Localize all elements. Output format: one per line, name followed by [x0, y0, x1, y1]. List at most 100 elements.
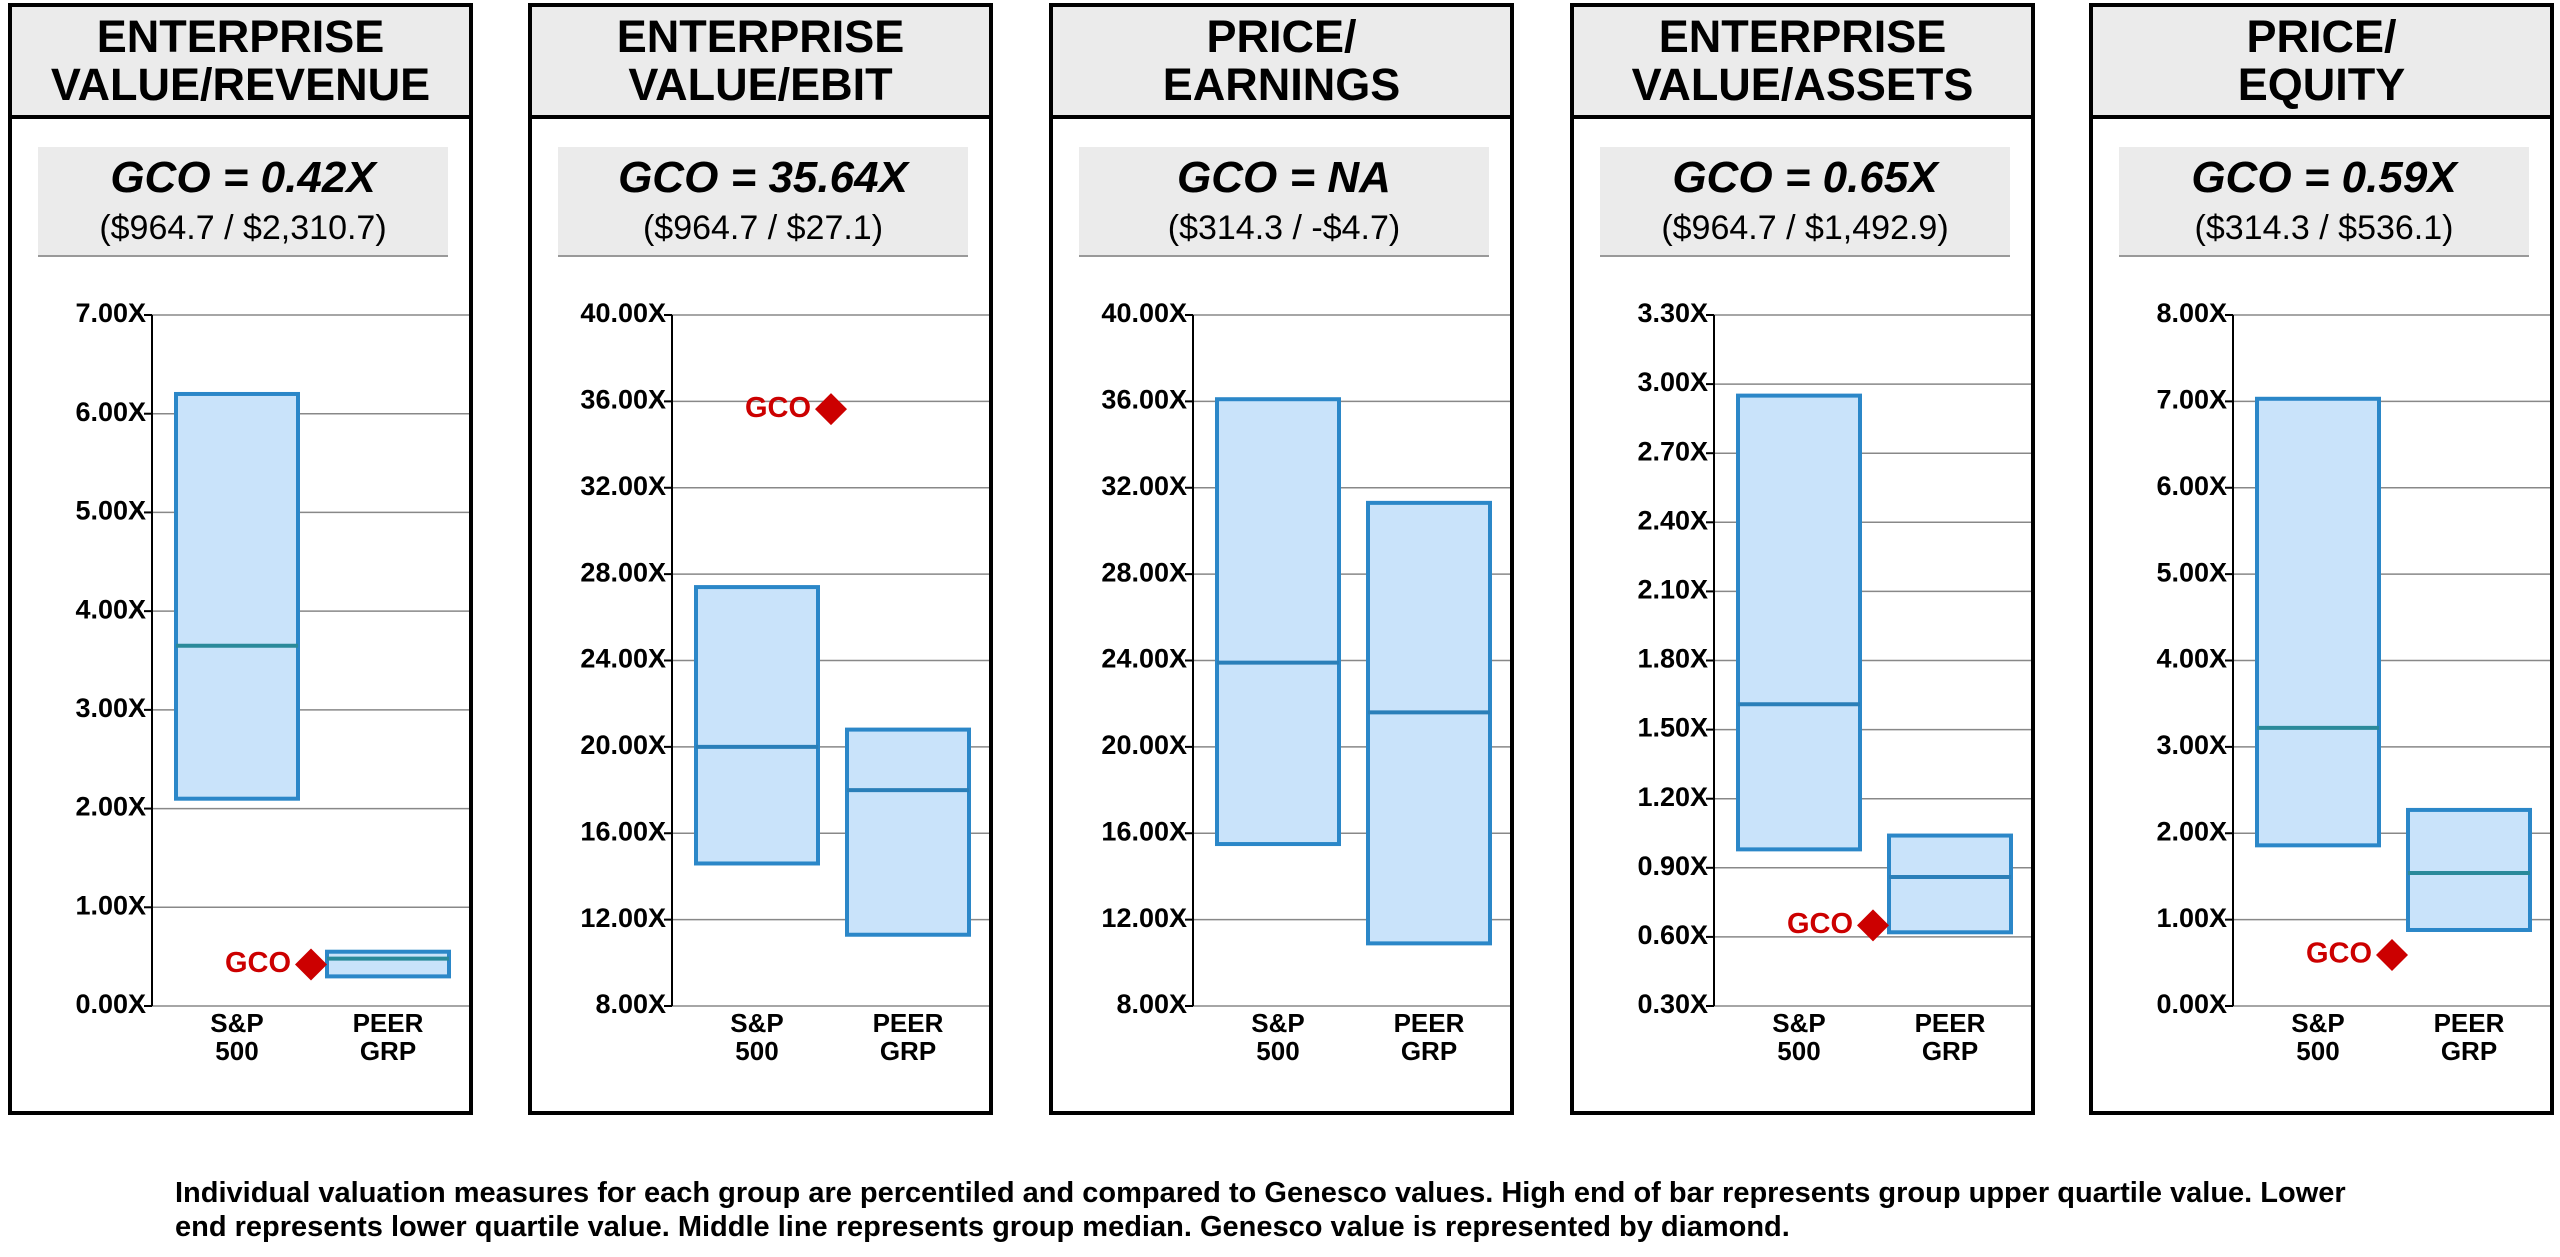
title-line: VALUE/ASSETS — [1631, 59, 1974, 110]
box — [2406, 807, 2532, 932]
box — [174, 391, 300, 801]
y-tick-label: 12.00X — [1101, 903, 1187, 933]
chart: 8.00X 12.00X 16.00X 20.00X 24.00X 28.00X 32.00… — [580, 298, 989, 1019]
y-tick-label: 0.60X — [1637, 920, 1708, 950]
box — [325, 949, 451, 979]
x-tick-label: S&P 500 — [2291, 1008, 2345, 1066]
y-tick-label: 7.00X — [2156, 385, 2227, 415]
chart-title: ENTERPRISE VALUE/EBIT — [532, 7, 989, 119]
y-tick-label: 2.00X — [75, 792, 146, 822]
gco-label: GCO — [2306, 938, 2372, 970]
y-tick-label: 0.00X — [2156, 989, 2227, 1019]
headline: GCO = 35.64X — [618, 153, 908, 202]
y-tick-label: 32.00X — [1101, 471, 1187, 501]
y-tick-label: 1.50X — [1637, 713, 1708, 743]
box — [1736, 393, 1862, 852]
y-tick-label: 1.00X — [2156, 903, 2227, 933]
y-tick-label: 12.00X — [580, 903, 666, 933]
x-tick-label: S&P 500 — [210, 1008, 264, 1066]
x-tick-label: PEER GRP — [2433, 1008, 2505, 1066]
chart: 0.30X 0.60X 0.90X 1.20X 1.50X 1.80X 2.10X 2.40X… — [1637, 298, 2031, 1019]
title-line: EARNINGS — [1162, 59, 1401, 110]
headline: GCO = 0.42X — [110, 153, 376, 202]
title-line: EQUITY — [2237, 59, 2406, 110]
x-tick-label: S&P 500 — [1251, 1008, 1305, 1066]
gco-label: GCO — [745, 392, 811, 424]
y-tick-label: 4.00X — [2156, 644, 2227, 674]
gco-diamond — [815, 393, 847, 426]
y-tick-label: 20.00X — [580, 730, 666, 760]
chart-title: ENTERPRISE VALUE/ASSETS — [1574, 7, 2031, 119]
chart-panel: 0.00X 1.00X 2.00X 3.00X 4.00X 5.00X 6.00X 7.00X… — [8, 3, 473, 1115]
gco-diamond — [1857, 909, 1889, 942]
gco-diamond — [2376, 939, 2408, 972]
box — [845, 727, 971, 937]
title-line: PRICE/ — [2246, 11, 2397, 62]
title-line: ENTERPRISE — [96, 11, 385, 62]
y-tick-label: 8.00X — [1116, 989, 1187, 1019]
y-tick-label: 3.00X — [1637, 367, 1708, 397]
ratio: ($314.3 / $536.1) — [2194, 209, 2454, 247]
y-tick-label: 24.00X — [580, 644, 666, 674]
y-tick-label: 1.00X — [75, 890, 146, 920]
ratio: ($964.7 / $2,310.7) — [99, 209, 387, 247]
gco-label: GCO — [1787, 908, 1853, 940]
title-line: VALUE/EBIT — [628, 59, 893, 110]
y-tick-label: 2.40X — [1637, 505, 1708, 535]
x-tick-label: PEER GRP — [1914, 1008, 1986, 1066]
y-tick-label: 16.00X — [1101, 816, 1187, 846]
headline: GCO = 0.59X — [2191, 153, 2457, 202]
gco-diamond — [295, 948, 327, 981]
y-tick-label: 0.00X — [75, 989, 146, 1019]
y-tick-label: 36.00X — [580, 385, 666, 415]
title-line: ENTERPRISE — [1658, 11, 1947, 62]
y-tick-label: 0.30X — [1637, 989, 1708, 1019]
y-tick-label: 40.00X — [580, 298, 666, 328]
chart-title: PRICE/EQUITY — [2093, 7, 2550, 119]
x-tick-label: PEER GRP — [872, 1008, 944, 1066]
x-tick-label: S&P 500 — [1772, 1008, 1826, 1066]
y-tick-label: 8.00X — [595, 989, 666, 1019]
y-tick-label: 4.00X — [75, 594, 146, 624]
y-tick-label: 3.00X — [75, 693, 146, 723]
header-box: GCO = 0.59X ($314.3 / $536.1) — [2119, 147, 2529, 257]
y-tick-label: 20.00X — [1101, 730, 1187, 760]
y-tick-label: 36.00X — [1101, 385, 1187, 415]
y-tick-label: 6.00X — [75, 397, 146, 427]
box — [1215, 397, 1341, 847]
title-line: ENTERPRISE — [616, 11, 905, 62]
x-tick-label: S&P 500 — [730, 1008, 784, 1066]
header-box: GCO = NA ($314.3 / -$4.7) — [1079, 147, 1489, 257]
title-line: PRICE/ — [1206, 11, 1357, 62]
headline: GCO = 0.65X — [1672, 153, 1938, 202]
chart-title: ENTERPRISE VALUE/REVENUE — [12, 7, 469, 119]
header-box: GCO = 35.64X ($964.7 / $27.1) — [558, 147, 968, 257]
y-tick-label: 16.00X — [580, 816, 666, 846]
box — [1366, 500, 1492, 946]
y-tick-label: 3.30X — [1637, 298, 1708, 328]
x-tick-label: PEER GRP — [352, 1008, 424, 1066]
chart-title: PRICE/EARNINGS — [1053, 7, 1510, 119]
y-tick-label: 28.00X — [1101, 557, 1187, 587]
y-tick-label: 2.10X — [1637, 575, 1708, 605]
y-tick-label: 24.00X — [1101, 644, 1187, 674]
chart-panel: 8.00X 12.00X 16.00X 20.00X 24.00X 28.00X 32.00… — [528, 3, 993, 1115]
y-tick-label: 2.70X — [1637, 436, 1708, 466]
chart: 0.00X 1.00X 2.00X 3.00X 4.00X 5.00X 6.00X 7.00X… — [2156, 298, 2550, 1019]
title-line: VALUE/REVENUE — [50, 59, 431, 110]
ratio: ($964.7 / $27.1) — [642, 209, 884, 247]
y-tick-label: 6.00X — [2156, 471, 2227, 501]
chart: 8.00X 12.00X 16.00X 20.00X 24.00X 28.00X 32.00… — [1101, 298, 1510, 1019]
y-tick-label: 3.00X — [2156, 730, 2227, 760]
box — [2255, 396, 2381, 848]
y-tick-label: 2.00X — [2156, 816, 2227, 846]
y-tick-label: 0.90X — [1637, 851, 1708, 881]
y-tick-label: 7.00X — [75, 298, 146, 328]
header-box: GCO = 0.65X ($964.7 / $1,492.9) — [1600, 147, 2010, 257]
ratio: ($964.7 / $1,492.9) — [1661, 209, 1949, 247]
y-tick-label: 5.00X — [2156, 557, 2227, 587]
x-tick-label: PEER GRP — [1393, 1008, 1465, 1066]
header-box: GCO = 0.42X ($964.7 / $2,310.7) — [38, 147, 448, 257]
y-tick-label: 28.00X — [580, 557, 666, 587]
y-tick-label: 40.00X — [1101, 298, 1187, 328]
